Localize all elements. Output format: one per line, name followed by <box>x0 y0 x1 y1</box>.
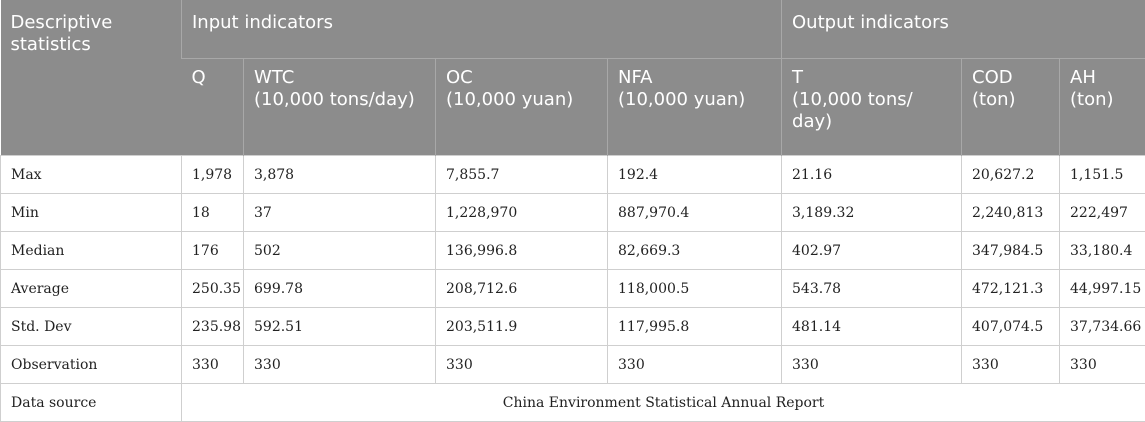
cell-q: 330 <box>182 346 244 384</box>
cell-t: 330 <box>782 346 962 384</box>
cell-ah: 330 <box>1060 346 1145 384</box>
cell-nfa: 117,995.8 <box>608 308 782 346</box>
cell-wtc: 330 <box>244 346 436 384</box>
table-row-min: Min 18 37 1,228,970 887,970.4 3,189.32 2… <box>1 194 1145 232</box>
input-indicators-header: Input indicators <box>182 0 782 59</box>
column-header-oc: OC(10,000 yuan) <box>436 59 608 156</box>
table-row-std-dev: Std. Dev 235.98 592.51 203,511.9 117,995… <box>1 308 1145 346</box>
column-header-t: T(10,000 tons/ day) <box>782 59 962 156</box>
cell-wtc: 3,878 <box>244 156 436 194</box>
table-row-average: Average 250.35 699.78 208,712.6 118,000.… <box>1 270 1145 308</box>
cell-q: 176 <box>182 232 244 270</box>
output-indicators-header: Output indicators <box>782 0 1145 59</box>
table-row-max: Max 1,978 3,878 7,855.7 192.4 21.16 20,6… <box>1 156 1145 194</box>
row-label: Max <box>1 156 182 194</box>
column-header-ah: AH(ton) <box>1060 59 1145 156</box>
cell-nfa: 192.4 <box>608 156 782 194</box>
cell-nfa: 82,669.3 <box>608 232 782 270</box>
cell-t: 21.16 <box>782 156 962 194</box>
cell-t: 402.97 <box>782 232 962 270</box>
cell-nfa: 118,000.5 <box>608 270 782 308</box>
cell-nfa: 887,970.4 <box>608 194 782 232</box>
cell-t: 543.78 <box>782 270 962 308</box>
cell-ah: 37,734.66 <box>1060 308 1145 346</box>
cell-q: 235.98 <box>182 308 244 346</box>
cell-wtc: 37 <box>244 194 436 232</box>
row-label: Average <box>1 270 182 308</box>
cell-ah: 44,997.15 <box>1060 270 1145 308</box>
table-row-observation: Observation 330 330 330 330 330 330 330 <box>1 346 1145 384</box>
cell-t: 3,189.32 <box>782 194 962 232</box>
column-header-wtc: WTC(10,000 tons/day) <box>244 59 436 156</box>
cell-oc: 7,855.7 <box>436 156 608 194</box>
cell-ah: 1,151.5 <box>1060 156 1145 194</box>
cell-ah: 222,497 <box>1060 194 1145 232</box>
cell-q: 250.35 <box>182 270 244 308</box>
cell-cod: 330 <box>962 346 1060 384</box>
cell-nfa: 330 <box>608 346 782 384</box>
row-label: Std. Dev <box>1 308 182 346</box>
cell-wtc: 502 <box>244 232 436 270</box>
descriptive-statistics-header: Descriptive statistics <box>1 0 182 156</box>
cell-oc: 203,511.9 <box>436 308 608 346</box>
cell-oc: 330 <box>436 346 608 384</box>
column-header-nfa: NFA(10,000 yuan) <box>608 59 782 156</box>
table-row-data-source: Data source China Environment Statistica… <box>1 384 1145 422</box>
cell-oc: 208,712.6 <box>436 270 608 308</box>
cell-cod: 20,627.2 <box>962 156 1060 194</box>
table-row-median: Median 176 502 136,996.8 82,669.3 402.97… <box>1 232 1145 270</box>
data-source-value: China Environment Statistical Annual Rep… <box>182 384 1145 422</box>
cell-ah: 33,180.4 <box>1060 232 1145 270</box>
cell-cod: 407,074.5 <box>962 308 1060 346</box>
cell-cod: 472,121.3 <box>962 270 1060 308</box>
cell-cod: 2,240,813 <box>962 194 1060 232</box>
cell-cod: 347,984.5 <box>962 232 1060 270</box>
cell-wtc: 699.78 <box>244 270 436 308</box>
cell-q: 1,978 <box>182 156 244 194</box>
row-label: Data source <box>1 384 182 422</box>
column-header-cod: COD(ton) <box>962 59 1060 156</box>
row-label: Observation <box>1 346 182 384</box>
cell-t: 481.14 <box>782 308 962 346</box>
cell-oc: 1,228,970 <box>436 194 608 232</box>
row-label: Min <box>1 194 182 232</box>
column-header-q: Q <box>182 59 244 156</box>
row-label: Median <box>1 232 182 270</box>
cell-wtc: 592.51 <box>244 308 436 346</box>
cell-oc: 136,996.8 <box>436 232 608 270</box>
cell-q: 18 <box>182 194 244 232</box>
